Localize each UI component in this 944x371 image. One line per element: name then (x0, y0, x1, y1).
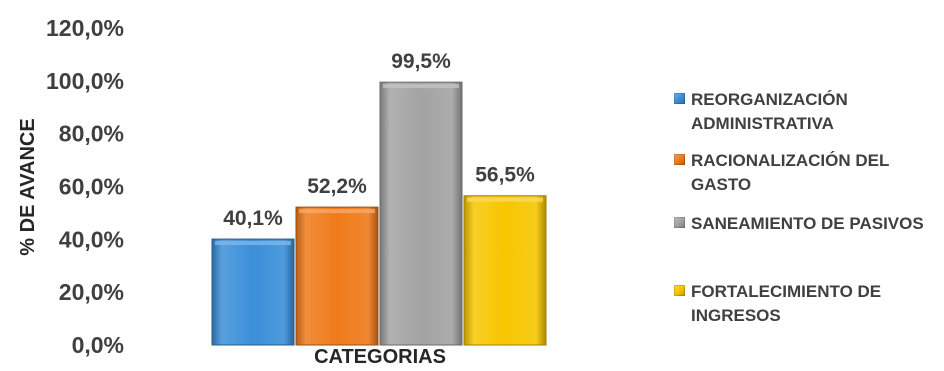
legend-label: REORGANIZACIÓN ADMINISTRATIVA (691, 90, 848, 133)
bar-bevel (467, 197, 543, 202)
y-tick-label: 100,0% (46, 68, 124, 94)
data-label: 56,5% (475, 164, 535, 187)
legend-label: SANEAMIENTO DE PASIVOS (691, 214, 924, 233)
data-label: 40,1% (223, 207, 283, 230)
legend-label: RACIONALIZACIÓN DEL GASTO (691, 151, 890, 194)
bar (211, 238, 295, 346)
y-tick-label: 20,0% (59, 279, 124, 305)
bar-bevel (299, 209, 375, 214)
data-labels: 40,1% 52,2% 99,5% 56,5% (223, 50, 535, 230)
data-label: 52,2% (307, 175, 367, 198)
legend-item: RACIONALIZACIÓN DEL GASTO (674, 149, 941, 197)
y-axis-ticks: 0,0% 20,0% 40,0% 60,0% 80,0% 100,0% 120,0% (46, 15, 124, 358)
y-tick-label: 80,0% (59, 121, 124, 147)
bar (463, 195, 547, 346)
legend-item: REORGANIZACIÓN ADMINISTRATIVA (674, 88, 941, 136)
y-tick-label: 40,0% (59, 226, 124, 252)
legend-swatch (674, 285, 685, 296)
y-axis-title: % DE AVANCE (17, 118, 39, 255)
bar-bevel (215, 241, 291, 246)
legend-label: FORTALECIMIENTO DE INGRESOS (691, 282, 882, 325)
legend-swatch (674, 93, 685, 104)
bars (211, 81, 547, 346)
legend-swatch (674, 154, 685, 165)
bar (295, 206, 379, 346)
bar (379, 81, 463, 346)
legend-item: SANEAMIENTO DE PASIVOS (674, 212, 941, 236)
y-tick-label: 60,0% (59, 174, 124, 200)
bar-bevel (383, 84, 459, 89)
y-tick-label: 0,0% (72, 332, 124, 358)
y-tick-label: 120,0% (46, 15, 124, 41)
x-axis-title: CATEGORIAS (314, 346, 446, 368)
data-label: 99,5% (391, 50, 451, 73)
legend-item: FORTALECIMIENTO DE INGRESOS (674, 280, 941, 328)
legend-swatch (674, 217, 685, 228)
